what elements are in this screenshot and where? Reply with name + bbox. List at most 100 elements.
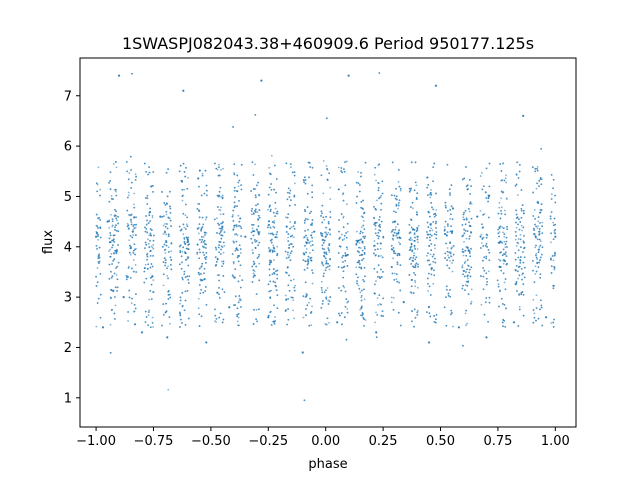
data-point xyxy=(216,257,219,260)
data-point xyxy=(552,221,555,224)
data-point xyxy=(205,252,208,254)
data-point xyxy=(196,253,199,255)
data-point xyxy=(377,275,379,278)
data-point xyxy=(290,243,293,246)
data-point xyxy=(463,218,466,221)
data-point xyxy=(238,299,241,301)
data-point xyxy=(286,323,288,326)
data-point xyxy=(381,180,384,183)
data-point xyxy=(452,244,455,247)
data-point xyxy=(499,163,502,165)
data-point xyxy=(306,206,309,208)
data-point xyxy=(133,303,136,306)
data-point xyxy=(150,234,153,237)
data-point xyxy=(449,230,452,233)
data-point xyxy=(321,262,324,265)
data-point xyxy=(113,241,116,243)
data-point xyxy=(108,220,111,223)
data-point xyxy=(537,317,540,320)
data-point xyxy=(275,178,278,180)
data-point xyxy=(393,194,396,197)
data-point xyxy=(518,305,521,308)
data-point xyxy=(428,236,431,239)
data-point xyxy=(291,171,294,174)
data-point xyxy=(503,235,506,238)
data-point xyxy=(468,252,471,255)
data-point xyxy=(533,229,536,231)
data-point xyxy=(381,310,384,313)
data-point xyxy=(201,238,204,241)
data-point xyxy=(516,290,518,292)
data-point xyxy=(482,288,485,291)
data-point xyxy=(378,216,381,218)
data-point xyxy=(500,269,503,272)
data-point xyxy=(429,229,431,232)
data-point xyxy=(467,207,470,210)
data-point xyxy=(345,338,348,341)
data-point xyxy=(517,266,520,269)
data-point xyxy=(391,230,394,232)
data-point xyxy=(428,312,431,314)
data-point xyxy=(416,311,419,314)
data-point xyxy=(538,228,541,230)
data-point xyxy=(395,234,398,237)
data-point xyxy=(198,223,201,226)
data-point xyxy=(540,253,543,256)
data-point xyxy=(363,245,366,248)
data-point xyxy=(164,231,166,234)
data-point xyxy=(497,283,500,285)
data-point xyxy=(181,261,183,264)
data-point xyxy=(487,248,490,251)
data-point xyxy=(198,267,201,270)
data-point xyxy=(183,238,186,241)
data-point xyxy=(417,309,419,312)
data-point xyxy=(358,287,361,290)
data-point xyxy=(452,325,454,328)
data-point xyxy=(115,217,118,220)
data-point xyxy=(470,202,473,205)
data-point xyxy=(488,259,491,262)
data-point xyxy=(167,290,170,292)
data-point xyxy=(220,248,222,251)
data-point xyxy=(356,195,358,198)
data-point xyxy=(170,268,173,271)
data-point xyxy=(203,272,205,275)
data-point xyxy=(479,175,482,177)
data-point xyxy=(217,222,219,225)
data-point xyxy=(131,72,133,75)
data-point xyxy=(205,286,207,288)
data-point xyxy=(356,280,358,282)
data-point xyxy=(289,221,292,223)
data-point xyxy=(143,162,146,165)
data-point xyxy=(205,232,208,234)
data-point xyxy=(465,254,468,257)
data-point xyxy=(322,241,325,244)
data-point xyxy=(470,185,473,188)
data-point xyxy=(535,187,538,190)
data-point xyxy=(501,321,504,324)
data-point xyxy=(413,189,416,192)
data-point xyxy=(537,220,540,223)
data-point xyxy=(464,289,466,292)
data-point xyxy=(410,219,413,221)
data-point xyxy=(284,310,287,312)
data-point xyxy=(239,225,242,228)
data-point xyxy=(276,210,279,213)
data-point xyxy=(357,276,359,279)
data-point xyxy=(215,248,218,251)
data-point xyxy=(289,189,292,192)
data-point xyxy=(417,265,419,268)
data-point xyxy=(169,256,172,259)
data-point xyxy=(200,241,203,244)
data-point xyxy=(286,191,289,194)
y-axis-label: flux xyxy=(41,230,56,254)
data-point xyxy=(378,163,381,166)
data-point xyxy=(311,219,314,221)
data-point xyxy=(534,217,537,220)
data-point xyxy=(532,298,535,301)
data-point xyxy=(414,279,416,282)
data-point xyxy=(151,321,154,324)
x-tick-label: −0.25 xyxy=(248,434,288,449)
data-point xyxy=(503,303,506,306)
data-point xyxy=(311,231,314,234)
